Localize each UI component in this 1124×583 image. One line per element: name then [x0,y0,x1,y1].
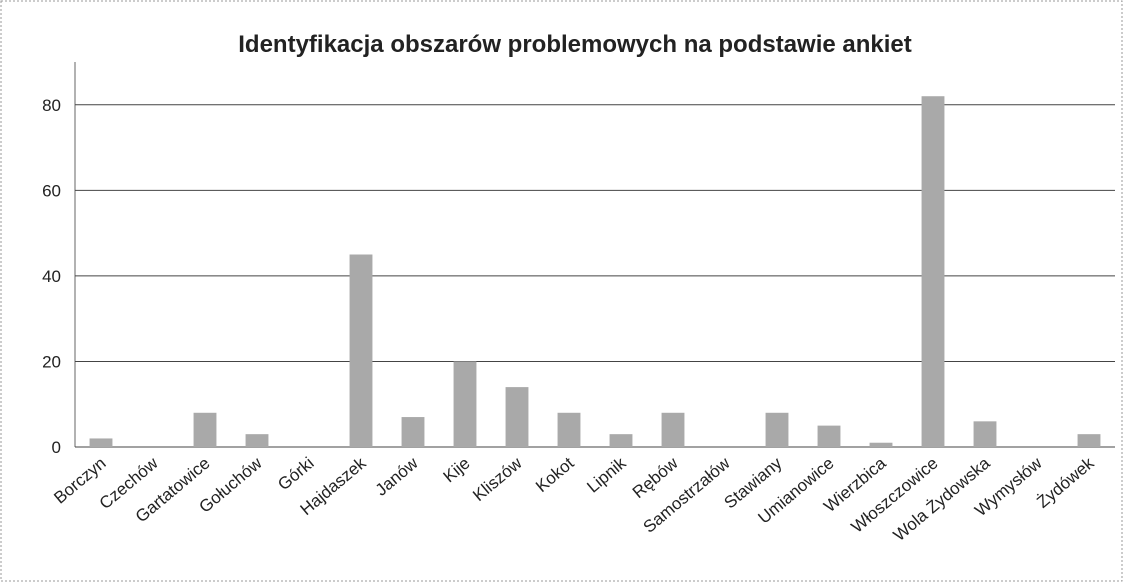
bar [817,425,841,447]
bar [973,421,997,447]
bar [765,412,789,447]
bar [1077,434,1101,447]
x-tick-label: Lipnik [583,453,630,496]
bar [609,434,633,447]
y-tick-label: 80 [42,96,61,115]
x-tick-label: Kokot [532,453,578,496]
bar [505,387,529,447]
y-tick-label: 40 [42,267,61,286]
x-tick-label: Górki [274,454,317,495]
bar [401,417,425,447]
x-tick-label: Kliszów [469,453,526,505]
bar [453,361,477,447]
bar [921,96,945,447]
x-tick-label: Janów [372,453,422,500]
bar [89,438,113,447]
bar [557,412,581,447]
bar [661,412,685,447]
chart-title: Identyfikacja obszarów problemowych na p… [238,31,912,58]
bar [349,254,373,447]
bar [869,442,893,447]
y-tick-label: 0 [52,438,61,457]
y-tick-label: 20 [42,352,61,371]
x-tick-label: Kije [440,454,474,487]
bar [193,412,217,447]
y-tick-label: 60 [42,181,61,200]
x-tick-label: Żydówek [1033,453,1098,512]
bar [245,434,269,447]
